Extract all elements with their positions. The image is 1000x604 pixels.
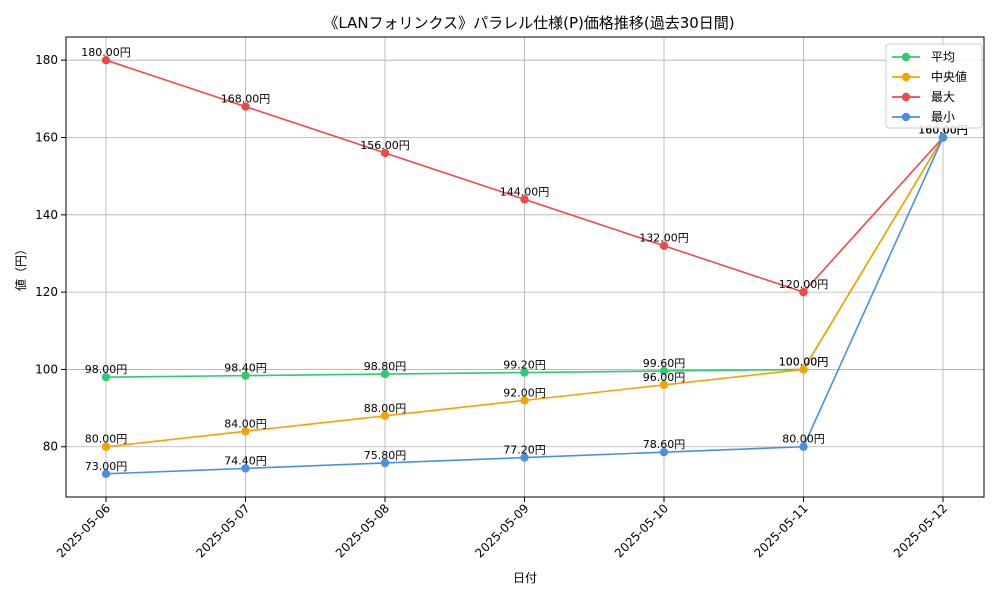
- data-label: 74.40円: [224, 454, 267, 467]
- data-point: [659, 380, 669, 390]
- data-point: [101, 469, 111, 479]
- data-point: [659, 366, 669, 376]
- data-label: 180.00円: [81, 46, 131, 59]
- chart-title: 《LANフォリンクス》パラレル仕様(P)価格推移(過去30日間): [323, 14, 734, 32]
- data-label: 96.00円: [643, 371, 686, 384]
- grid: [66, 37, 984, 497]
- data-point: [799, 442, 808, 451]
- data-point: [101, 372, 111, 382]
- y-tick-label: 140: [35, 208, 58, 222]
- data-point: [520, 195, 529, 204]
- data-label: 84.00円: [224, 417, 267, 430]
- x-tick-label: 2025-05-11: [751, 501, 810, 560]
- legend-box: [885, 43, 983, 129]
- data-point: [241, 427, 250, 436]
- data-label: 99.20円: [503, 359, 546, 372]
- x-tick-label: 2025-05-10: [612, 501, 671, 560]
- legend-swatch-marker: [901, 112, 911, 122]
- data-label: 98.40円: [224, 362, 267, 375]
- data-point: [380, 458, 390, 468]
- legend-swatch-marker: [901, 92, 911, 102]
- data-label: 98.00円: [85, 363, 128, 376]
- data-label: 98.80円: [364, 360, 407, 373]
- legend-entry-label: 中央値: [931, 69, 967, 84]
- data-point: [241, 102, 250, 111]
- data-point: [241, 371, 250, 380]
- data-label: 168.00円: [221, 93, 271, 106]
- legend-entry-label: 最小: [931, 110, 955, 124]
- y-tick-label: 80: [43, 440, 58, 454]
- data-point: [520, 368, 529, 377]
- data-label: 144.00円: [500, 185, 550, 198]
- data-label: 80.00円: [782, 433, 825, 446]
- data-point: [101, 442, 111, 451]
- data-label: 75.80円: [364, 449, 407, 462]
- legend-entry-label: 平均: [931, 50, 955, 64]
- data-label: 99.60円: [643, 357, 686, 370]
- data-point: [241, 464, 250, 473]
- legend-entry-label: 最大: [931, 90, 955, 104]
- y-tick-label: 120: [35, 285, 58, 299]
- data-point: [101, 55, 111, 65]
- data-label: 156.00円: [360, 139, 410, 152]
- data-point: [520, 453, 529, 462]
- plot-frame: [65, 36, 985, 498]
- data-label: 120.00円: [779, 278, 829, 291]
- legend-swatch-marker: [901, 72, 911, 82]
- x-tick-label: 2025-05-08: [333, 501, 392, 560]
- data-point: [659, 241, 669, 250]
- series: [101, 55, 948, 479]
- data-label: 100.00円: [779, 355, 829, 368]
- legend-swatch-marker: [901, 52, 911, 62]
- x-tick-label: 2025-05-06: [54, 501, 113, 560]
- x-tick-label: 2025-05-07: [193, 501, 252, 560]
- data-point: [938, 133, 948, 142]
- data-point: [659, 447, 669, 457]
- data-label: 78.60円: [643, 438, 686, 451]
- x-tick-label: 2025-05-12: [891, 501, 950, 560]
- data-point: [799, 365, 808, 374]
- x-axis-label: 日付: [513, 571, 537, 585]
- axes: 2025-05-06 2025-05-07 2025-05-08 2025-05-09…: [35, 53, 950, 560]
- data-label: 80.00円: [85, 433, 128, 446]
- y-tick-label: 160: [35, 131, 58, 145]
- data-label: 100.00円: [779, 355, 829, 368]
- data-label: 77.20円: [503, 444, 546, 457]
- data-point: [380, 148, 390, 158]
- x-tick-label: 2025-05-09: [472, 501, 531, 560]
- y-tick-label: 180: [35, 53, 58, 67]
- data-label: 88.00円: [364, 402, 407, 415]
- y-axis-label: 値（円）: [13, 243, 28, 291]
- data-label: 73.00円: [85, 460, 128, 473]
- data-point: [380, 411, 390, 421]
- data-point: [799, 287, 808, 297]
- data-label: 92.00円: [503, 386, 546, 399]
- data-point: [380, 369, 390, 379]
- y-tick-label: 100: [35, 362, 58, 376]
- data-label: 132.00円: [639, 232, 689, 245]
- data-point: [520, 396, 529, 405]
